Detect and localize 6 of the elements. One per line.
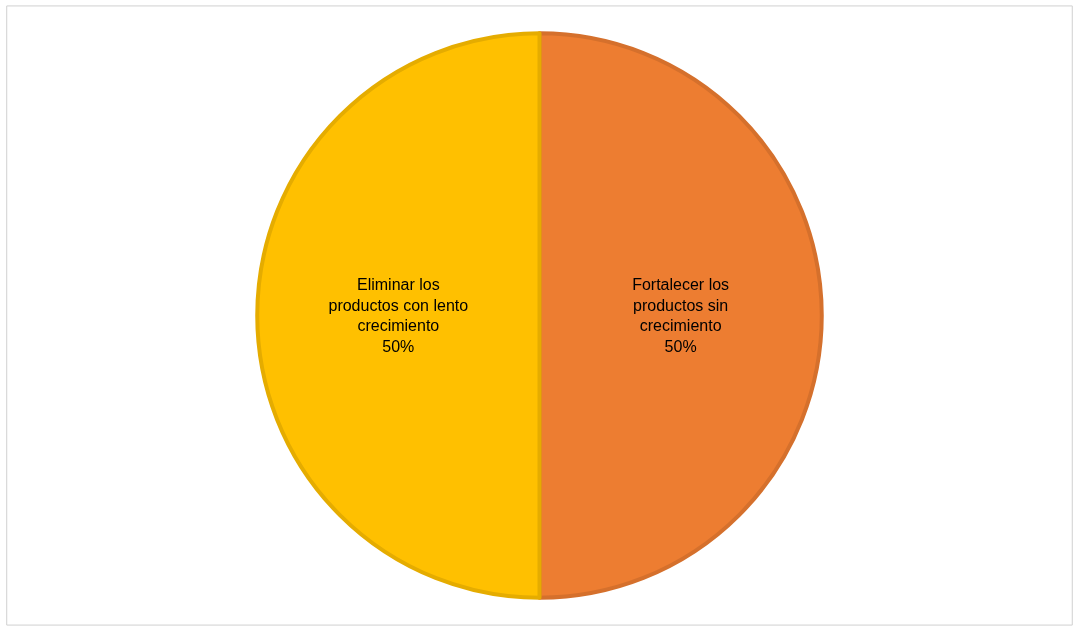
pie-slice	[255, 31, 542, 600]
slice-label: Eliminar los productos con lento crecimiento	[328, 275, 469, 335]
slice-label: Fortalecer los productos sin crecimiento	[632, 275, 730, 335]
data-label: 50%	[382, 338, 415, 356]
data-label: 50%	[664, 338, 697, 356]
pie-slice	[537, 31, 824, 600]
